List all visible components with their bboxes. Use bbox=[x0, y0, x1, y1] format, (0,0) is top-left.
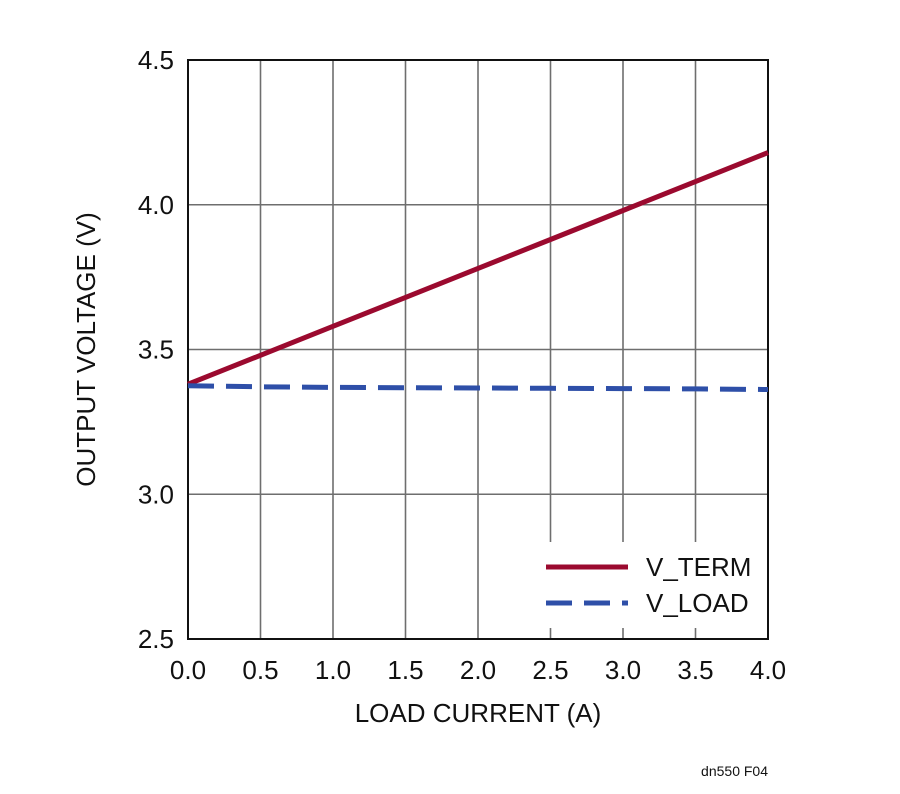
x-tick-label: 1.5 bbox=[387, 655, 423, 685]
plot-frame bbox=[187, 59, 769, 640]
y-tick-labels: 2.5 3.0 3.5 4.0 4.5 bbox=[138, 45, 174, 654]
figure-footnote: dn550 F04 bbox=[701, 763, 768, 779]
series-line-v-term bbox=[187, 150, 769, 387]
x-tick-label: 3.5 bbox=[677, 655, 713, 685]
y-tick-label: 3.5 bbox=[138, 335, 174, 365]
series-line-v-load bbox=[187, 383, 769, 392]
x-tick-labels: 0.0 0.5 1.0 1.5 2.0 2.5 3.0 3.5 4.0 bbox=[170, 655, 786, 685]
legend-background bbox=[530, 542, 764, 628]
x-tick-label: 3.0 bbox=[605, 655, 641, 685]
x-tick-label: 0.5 bbox=[242, 655, 278, 685]
legend: V_TERM V_LOAD bbox=[546, 552, 751, 618]
y-tick-label: 3.0 bbox=[138, 479, 174, 509]
y-axis-title: OUTPUT VOLTAGE (V) bbox=[71, 212, 101, 486]
y-tick-label: 4.0 bbox=[138, 190, 174, 220]
x-tick-label: 2.0 bbox=[460, 655, 496, 685]
x-axis-title: LOAD CURRENT (A) bbox=[355, 698, 602, 728]
x-tick-label: 2.5 bbox=[532, 655, 568, 685]
series-layer bbox=[187, 150, 769, 392]
y-tick-label: 4.5 bbox=[138, 45, 174, 75]
legend-label: V_LOAD bbox=[646, 588, 749, 618]
y-tick-label: 2.5 bbox=[138, 624, 174, 654]
legend-label: V_TERM bbox=[646, 552, 751, 582]
x-tick-label: 0.0 bbox=[170, 655, 206, 685]
x-tick-label: 4.0 bbox=[750, 655, 786, 685]
x-tick-label: 1.0 bbox=[315, 655, 351, 685]
